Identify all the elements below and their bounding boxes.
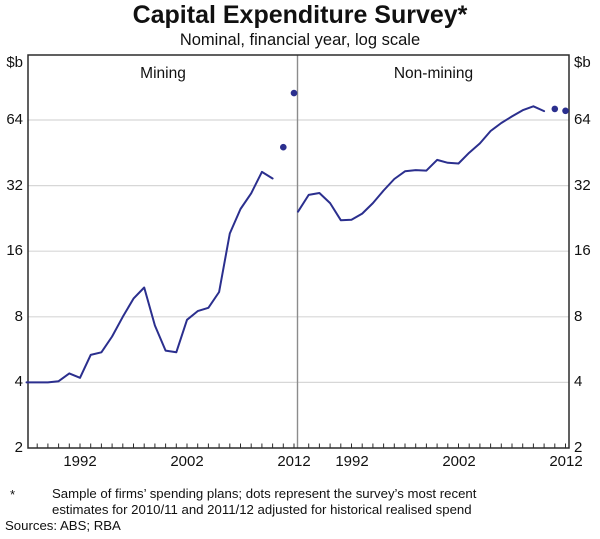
- plot-frame: [27, 54, 570, 449]
- chart-title: Capital Expenditure Survey*: [132, 1, 468, 29]
- x-tick-label-non-mining-2002: 2002: [442, 453, 476, 470]
- y-tick-label-left-4: 4: [14, 373, 23, 390]
- chart-subtitle: Nominal, financial year, log scale: [179, 31, 421, 49]
- panel-title-mining: Mining: [140, 65, 186, 82]
- footnote-line1: Sample of firms’ spending plans; dots re…: [52, 486, 477, 501]
- x-tick-label-non-mining-2012: 2012: [549, 453, 583, 470]
- estimate-dot-non-mining-2011: [551, 105, 559, 113]
- x-tick-label-non-mining-1992: 1992: [335, 453, 369, 470]
- footnote-sources: Sources: ABS; RBA: [5, 518, 121, 533]
- y-axis-unit-left: $b: [6, 54, 23, 71]
- x-tick-label-mining-2012: 2012: [277, 453, 311, 470]
- estimate-dot-mining-2012: [290, 89, 298, 97]
- footnote-marker: *: [10, 487, 16, 502]
- y-tick-label-right-64: 64: [574, 111, 591, 128]
- x-tick-label-mining-2002: 2002: [170, 453, 204, 470]
- series-line-mining: [25, 170, 274, 384]
- estimate-dot-mining-2011: [280, 143, 287, 151]
- series-line-non-mining: [297, 105, 546, 222]
- y-tick-label-right-32: 32: [574, 177, 591, 194]
- y-tick-label-right-16: 16: [574, 242, 591, 259]
- panel-title-non-mining: Non-mining: [393, 65, 474, 82]
- y-axis-unit-right: $b: [574, 54, 591, 71]
- y-tick-label-right-8: 8: [574, 308, 583, 325]
- y-tick-label-left-2: 2: [14, 439, 23, 456]
- y-tick-label-right-4: 4: [574, 373, 583, 390]
- estimate-dot-non-mining-2012: [562, 107, 569, 115]
- y-tick-label-right-2: 2: [574, 439, 583, 456]
- x-tick-label-mining-1992: 1992: [63, 453, 97, 470]
- y-tick-label-left-32: 32: [6, 177, 23, 194]
- y-tick-label-left-8: 8: [14, 308, 23, 325]
- footnote-line2: estimates for 2010/11 and 2011/12 adjust…: [52, 502, 472, 517]
- y-tick-label-left-16: 16: [6, 242, 23, 259]
- y-tick-label-left-64: 64: [6, 111, 23, 128]
